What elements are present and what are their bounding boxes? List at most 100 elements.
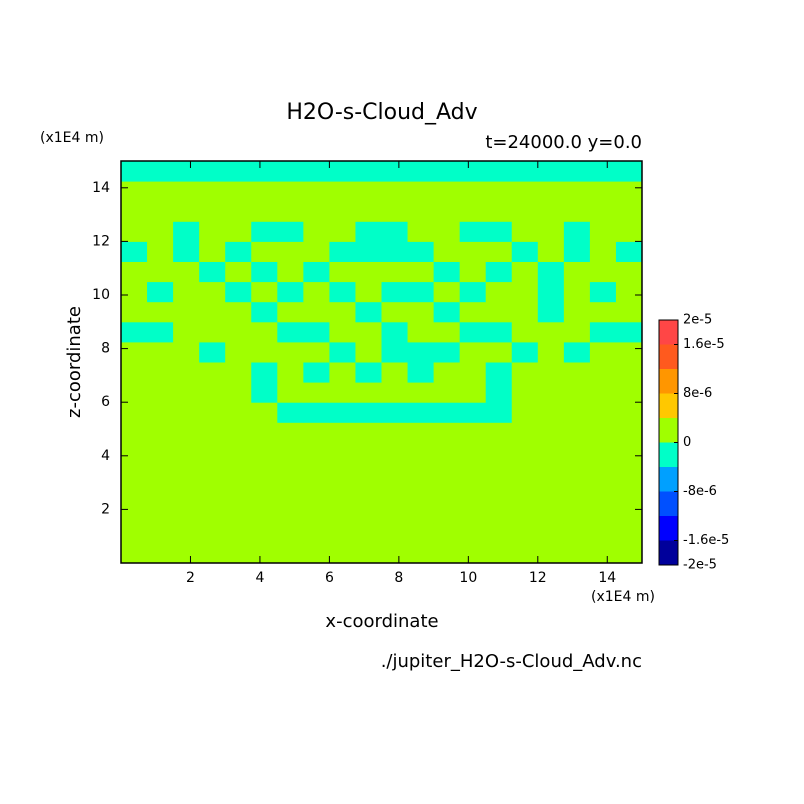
- cell: [563, 522, 591, 544]
- cell: [329, 201, 356, 222]
- colorbar-bin: [659, 393, 678, 418]
- cell: [173, 321, 200, 343]
- cell: [147, 482, 174, 504]
- cell: [173, 341, 200, 363]
- cell: [121, 161, 148, 182]
- cell: [225, 181, 252, 202]
- cell: [147, 362, 174, 383]
- cell: [355, 402, 382, 423]
- colorbar-bin: [659, 442, 678, 467]
- cell: [251, 201, 278, 222]
- cell: [199, 221, 226, 242]
- cell: [563, 281, 591, 303]
- cell: [277, 341, 304, 363]
- cell: [563, 241, 591, 262]
- cell: [459, 221, 487, 242]
- plot-frame: [120, 160, 643, 564]
- cell: [355, 462, 382, 484]
- cell: [251, 362, 278, 383]
- cell: [485, 462, 513, 484]
- cell: [511, 542, 539, 564]
- cell: [407, 241, 435, 262]
- cell: [225, 462, 252, 484]
- cell: [511, 341, 539, 363]
- cell: [251, 281, 278, 303]
- y-tick-label: 8: [101, 341, 110, 357]
- cell: [433, 301, 461, 323]
- cell: [225, 522, 252, 544]
- cell: [615, 542, 643, 564]
- cell: [355, 522, 382, 544]
- cell: [485, 261, 513, 283]
- cell: [355, 201, 382, 222]
- cell: [303, 301, 330, 323]
- cell: [615, 181, 643, 202]
- cell: [615, 402, 643, 423]
- cell: [251, 221, 278, 242]
- cell: [381, 241, 409, 262]
- cell: [485, 181, 513, 202]
- x-tick-label: 2: [186, 570, 195, 586]
- cell: [173, 422, 200, 443]
- cell: [381, 522, 409, 544]
- cell: [459, 281, 487, 303]
- cell: [121, 402, 148, 423]
- cell: [433, 261, 461, 283]
- cell: [329, 462, 356, 484]
- cell: [173, 201, 200, 222]
- y-tick-label: 6: [101, 394, 110, 410]
- cell: [485, 422, 513, 443]
- cell: [121, 422, 148, 443]
- cell: [589, 341, 617, 363]
- cell: [511, 261, 539, 283]
- cell: [537, 181, 565, 202]
- cell: [329, 502, 356, 524]
- cell: [563, 341, 591, 363]
- cell: [355, 442, 382, 463]
- cell: [329, 341, 356, 363]
- cell: [563, 261, 591, 283]
- cell: [381, 462, 409, 484]
- colorbar-bin: [659, 369, 678, 394]
- cell: [225, 502, 252, 524]
- cell: [277, 382, 304, 403]
- cell: [485, 281, 513, 303]
- cell: [173, 482, 200, 504]
- cell: [589, 382, 617, 403]
- cell: [459, 161, 487, 182]
- cell: [147, 301, 174, 323]
- cell: [121, 542, 148, 564]
- cell: [329, 542, 356, 564]
- cell: [251, 482, 278, 504]
- colorbar-bin: [659, 540, 678, 565]
- cell: [173, 261, 200, 283]
- cell: [277, 301, 304, 323]
- cell: [433, 382, 461, 403]
- cell: [615, 502, 643, 524]
- source-file: ./jupiter_H2O-s-Cloud_Adv.nc: [381, 651, 642, 672]
- cell: [199, 321, 226, 343]
- cell: [511, 362, 539, 383]
- cell: [563, 502, 591, 524]
- colorbar-label: 2e-5: [683, 313, 712, 328]
- cell: [537, 442, 565, 463]
- cell: [225, 482, 252, 504]
- cell: [147, 261, 174, 283]
- cell: [121, 321, 148, 343]
- cell: [251, 181, 278, 202]
- cell: [407, 341, 435, 363]
- cell: [303, 482, 330, 504]
- cell: [251, 261, 278, 283]
- cell: [329, 241, 356, 262]
- cell: [329, 382, 356, 403]
- cell: [589, 241, 617, 262]
- cell: [485, 482, 513, 504]
- cell: [511, 522, 539, 544]
- cell: [199, 341, 226, 363]
- cell: [563, 362, 591, 383]
- cell: [485, 201, 513, 222]
- cell: [615, 362, 643, 383]
- cell: [459, 341, 487, 363]
- cell: [589, 502, 617, 524]
- cell: [407, 261, 435, 283]
